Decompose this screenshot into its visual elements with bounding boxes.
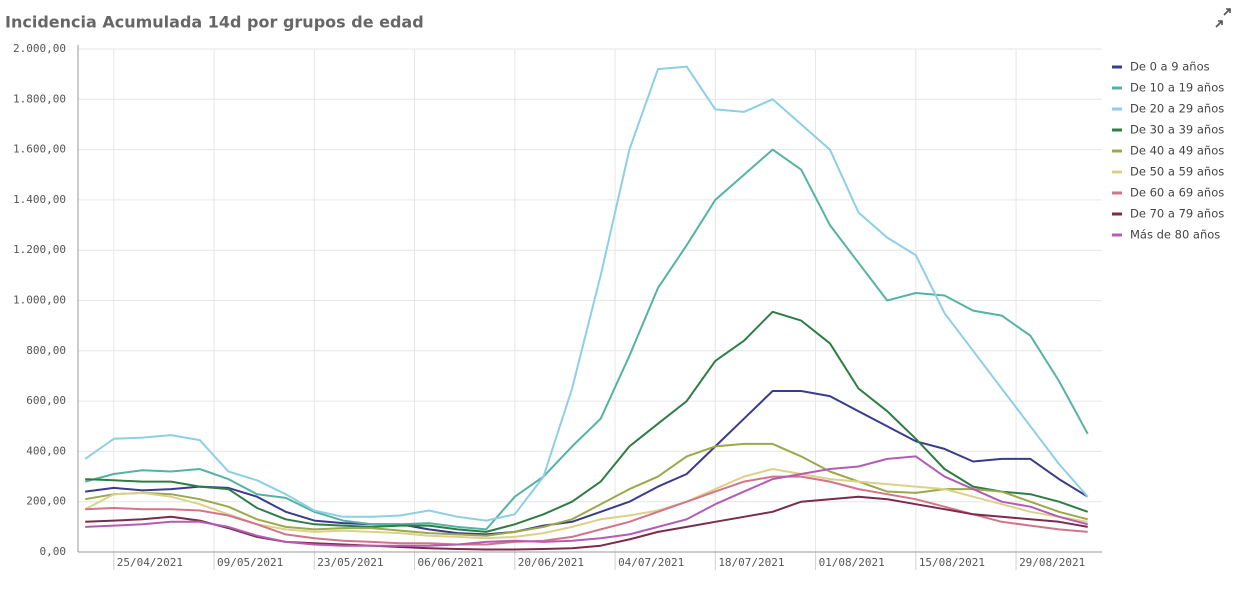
y-tick-label: 1.400,00 [13,193,66,206]
chart-title: Incidencia Acumulada 14d por grupos de e… [5,13,424,32]
series-line [85,495,1088,551]
series-line [85,310,1089,533]
expand-icon[interactable] [1215,8,1231,28]
legend-label: De 10 a 19 años [1130,81,1224,95]
x-tick-label: 25/04/2021 [117,556,183,569]
series-line [85,442,1088,537]
legend-label: De 40 a 49 años [1130,144,1224,158]
plot [84,65,1089,551]
x-tick-label: 20/06/2021 [518,556,584,569]
x-tick-label: 09/05/2021 [217,556,283,569]
x-tick-label: 04/07/2021 [618,556,684,569]
expand-arrow[interactable] [1223,8,1231,16]
legend-label: De 70 a 79 años [1130,207,1224,221]
y-tick-label: 200,00 [26,495,66,508]
x-tick-label: 29/08/2021 [1019,556,1085,569]
legend: De 0 a 9 años De 10 a 19 años De 20 a 29 a… [1112,60,1224,242]
x-tick-label: 06/06/2021 [418,556,484,569]
y-tick-label: 0,00 [40,545,67,558]
y-tick-label: 1.800,00 [13,92,66,105]
axes: 0,00 200,00 400,00 600,00 800,00 1.000,00 1.20… [13,42,1102,570]
x-tick-label: 18/07/2021 [718,556,784,569]
legend-label: De 30 a 39 años [1130,123,1224,137]
expand-arrow[interactable] [1215,20,1223,28]
y-tick-label: 1.000,00 [13,294,66,307]
y-tick-label: 600,00 [26,394,66,407]
series-line [85,455,1088,547]
series-line [85,475,1088,546]
series-line [84,148,1089,531]
legend-label: De 0 a 9 años [1130,60,1210,74]
x-tick-label: 15/08/2021 [919,556,985,569]
y-tick-label: 400,00 [26,444,66,457]
y-tick-label: 1.200,00 [13,243,66,256]
legend-label: De 20 a 29 años [1130,102,1224,116]
x-tick-label: 23/05/2021 [317,556,383,569]
legend-label: De 50 a 59 años [1130,165,1224,179]
legend-label: De 60 a 69 años [1130,186,1224,200]
x-tick-label: 01/08/2021 [819,556,885,569]
legend-label: Más de 80 años [1130,228,1220,242]
y-tick-label: 2.000,00 [13,42,66,55]
series-line [84,65,1089,522]
y-tick-label: 800,00 [26,344,66,357]
y-tick-label: 1.600,00 [13,143,66,156]
